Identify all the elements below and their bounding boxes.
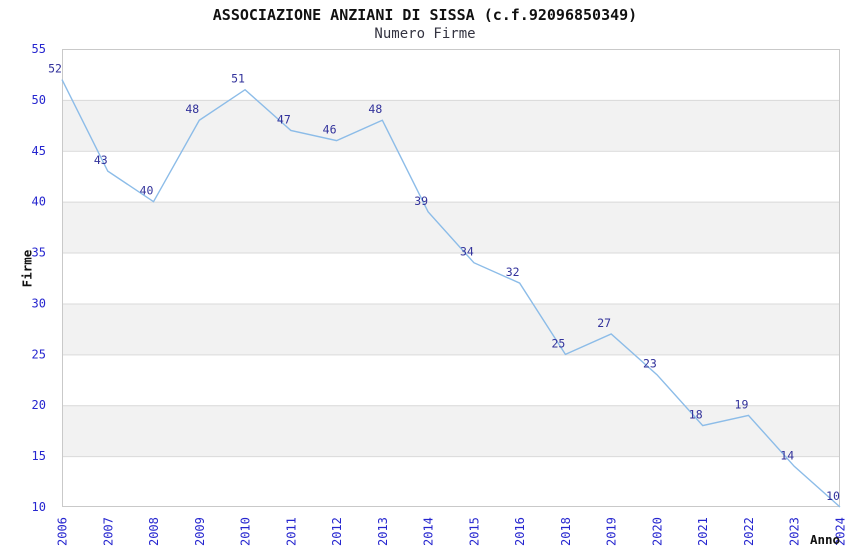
chart-title: ASSOCIAZIONE ANZIANI DI SISSA (c.f.92096…: [212, 6, 638, 24]
y-tick-label: 35: [32, 246, 46, 260]
x-tick-label: 2007: [101, 517, 115, 546]
series-line: [61, 79, 841, 508]
x-tick-label: 2019: [605, 517, 619, 546]
grid-band: [62, 99, 840, 151]
y-tick-label: 10: [32, 500, 46, 514]
y-tick-label: 45: [32, 144, 46, 158]
data-label: 10: [826, 489, 840, 503]
x-tick-label: 2012: [330, 517, 344, 546]
x-tick-label: 2013: [376, 517, 390, 546]
y-tick-label: 15: [32, 449, 46, 463]
data-label: 46: [323, 123, 337, 137]
data-label: 51: [231, 72, 245, 86]
x-tick-label: 2009: [193, 517, 207, 546]
x-tick-label: 2020: [650, 517, 664, 546]
x-tick-label: 2018: [559, 517, 573, 546]
data-label: 52: [48, 62, 62, 76]
y-tick-label: 50: [32, 93, 46, 107]
x-axis-title: Anno: [809, 532, 841, 547]
y-tick-label: 55: [32, 42, 46, 56]
data-label: 25: [551, 336, 565, 350]
plot-border: [62, 49, 840, 507]
data-label: 48: [185, 102, 199, 116]
x-tick-label: 2016: [513, 517, 527, 546]
x-tick-label: 2011: [284, 517, 298, 546]
data-label: 19: [735, 397, 749, 411]
data-label: 48: [368, 102, 382, 116]
data-label: 34: [460, 245, 474, 259]
data-label: 43: [94, 153, 108, 167]
x-tick-label: 2024: [834, 517, 848, 546]
x-tick-label: 2022: [742, 517, 756, 546]
x-tick-label: 2021: [696, 517, 710, 546]
y-tick-label: 20: [32, 398, 46, 412]
x-tick-label: 2010: [239, 517, 253, 546]
data-label: 32: [506, 265, 520, 279]
x-tick-label: 2008: [147, 517, 161, 546]
data-label: 39: [414, 194, 428, 208]
grid-band: [62, 405, 840, 457]
data-label: 23: [643, 357, 657, 371]
data-label: 40: [140, 184, 154, 198]
data-label: 27: [597, 316, 611, 330]
grid-band: [62, 303, 840, 355]
y-tick-label: 25: [32, 347, 46, 361]
chart-subtitle: Numero Firme: [374, 26, 476, 42]
data-label: 47: [277, 112, 291, 126]
data-label: 18: [689, 408, 703, 422]
grid-band: [62, 201, 840, 253]
y-tick-label: 30: [32, 296, 46, 310]
data-label: 14: [780, 448, 794, 462]
x-tick-label: 2015: [467, 517, 481, 546]
y-tick-label: 40: [32, 195, 46, 209]
x-tick-label: 2006: [56, 517, 70, 546]
y-axis-title: Firme: [19, 249, 35, 288]
x-tick-label: 2014: [422, 517, 436, 546]
x-tick-label: 2023: [788, 517, 802, 546]
